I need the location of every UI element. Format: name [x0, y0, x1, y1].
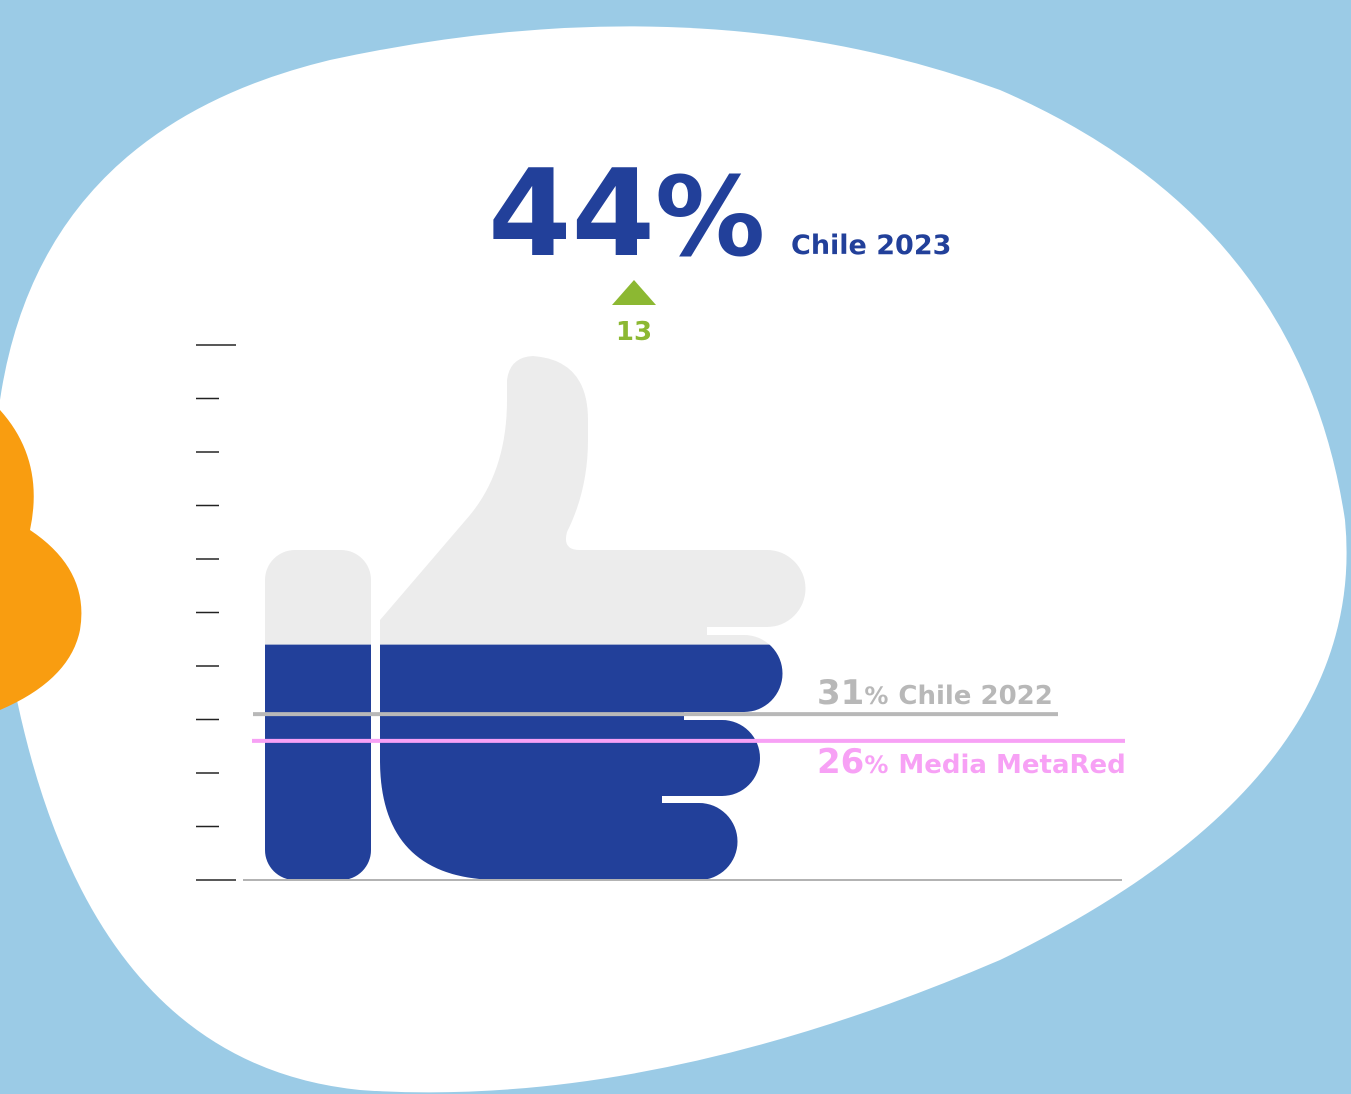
reference-name: Media MetaRed: [898, 750, 1125, 780]
change-value: 13: [616, 317, 652, 347]
reference-value: 26: [817, 742, 864, 782]
main-label: Chile 2023: [791, 230, 951, 261]
unit: %: [655, 153, 765, 281]
reference-unit: %: [864, 751, 888, 779]
reference-name: Chile 2022: [898, 681, 1052, 711]
main-value: 44%: [488, 145, 765, 284]
reference-unit: %: [864, 682, 888, 710]
value: 44: [488, 145, 655, 284]
reference-value: 31: [817, 673, 864, 713]
chart: 44% Chile 2023 13 31% Chile 2022 26% Media …: [0, 0, 1351, 1094]
